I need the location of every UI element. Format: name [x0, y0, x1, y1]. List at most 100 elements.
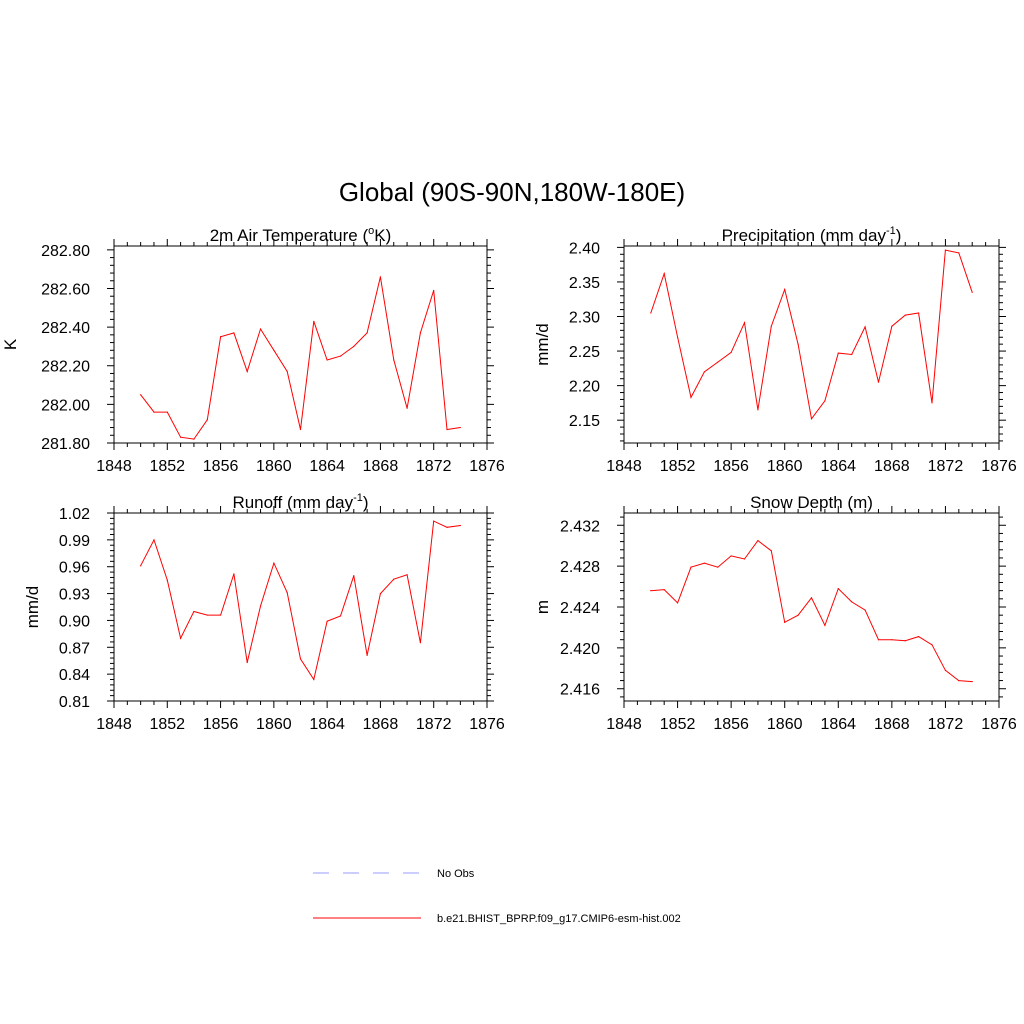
x-tick-label: 1852 — [149, 458, 185, 475]
x-tick-label: 1868 — [363, 458, 399, 475]
chart-panels: 1848 1852 1856 1860 1864 1868 1872 1876 281.80 28… — [1, 225, 1017, 733]
data-point — [864, 609, 866, 611]
data-point — [299, 658, 302, 660]
chart-runoff: 1848 1852 1856 1860 1864 1868 1872 1876 0.81 0.84… — [23, 492, 505, 733]
y-axis-label: K — [1, 338, 20, 350]
data-point — [904, 640, 906, 642]
data-point — [958, 252, 960, 254]
plot-frame — [623, 512, 1000, 702]
data-point — [379, 592, 382, 595]
data-point — [757, 539, 759, 542]
y-tick-label: 0.93 — [59, 587, 90, 604]
y-tick-label: 282.20 — [41, 359, 90, 376]
data-point — [676, 602, 679, 604]
legend-label-model: b.e21.BHIST_BPRP.f09_g17.CMIP6-esm-hist.… — [437, 913, 681, 925]
data-point — [459, 426, 461, 429]
y-tick-label: 0.81 — [59, 694, 90, 711]
data-point — [810, 418, 813, 420]
data-point — [406, 574, 408, 576]
panel-title-superscript: -1 — [353, 492, 363, 504]
data-point — [246, 661, 248, 664]
data-point — [690, 566, 692, 568]
data-point — [379, 276, 382, 278]
y-tick-label: 2.30 — [569, 310, 600, 327]
data-point — [971, 291, 973, 293]
y-tick-label: 1.02 — [59, 506, 90, 523]
x-tick-label: 1852 — [660, 716, 696, 733]
data-point — [810, 597, 813, 599]
panel-title-suffix: K) — [374, 226, 391, 245]
data-point — [393, 359, 395, 361]
data-point — [419, 642, 421, 644]
data-point — [166, 579, 168, 581]
y-tick-label: 2.424 — [560, 600, 600, 617]
y-tick-label: 282.80 — [41, 243, 90, 260]
data-point — [273, 562, 275, 564]
main-title: Global (90S-90N,180W-180E) — [339, 177, 685, 207]
data-point — [166, 411, 168, 413]
data-point — [837, 352, 839, 354]
x-tick-label: 1860 — [767, 716, 803, 733]
data-point — [676, 336, 679, 338]
data-point — [326, 359, 328, 361]
chart-precipitation: 1848 1852 1856 1860 1864 1868 1872 1876 2.15 2.20… — [533, 225, 1017, 475]
data-point — [353, 575, 355, 577]
data-point — [797, 343, 799, 345]
x-tick-label: 1856 — [203, 458, 239, 475]
panel-title-superscript: o — [368, 225, 374, 237]
data-point — [864, 326, 866, 328]
data-point — [339, 355, 342, 357]
data-point — [259, 328, 262, 330]
y-tick-label: 2.15 — [569, 413, 600, 430]
data-point — [851, 353, 853, 356]
data-point — [273, 349, 275, 351]
data-point — [366, 654, 368, 656]
data-point — [891, 325, 893, 327]
chart-snow-depth: 1848 1852 1856 1860 1864 1868 1872 1876 2.416 2.4… — [533, 493, 1017, 733]
x-tick-label: 1868 — [874, 458, 910, 475]
data-point — [326, 620, 328, 622]
x-tick-label: 1856 — [203, 716, 239, 733]
y-tick-label: 0.96 — [59, 560, 90, 577]
panel-title-suffix: ) — [896, 226, 902, 245]
data-point — [366, 332, 368, 334]
data-point — [650, 312, 652, 314]
x-tick-label: 1872 — [928, 716, 964, 733]
x-tick-label: 1848 — [606, 716, 642, 733]
y-tick-label: 2.428 — [560, 559, 600, 576]
data-point — [730, 555, 732, 557]
data-point — [433, 520, 435, 522]
x-tick-label: 1864 — [820, 716, 856, 733]
series-line-precipitation — [650, 249, 973, 421]
data-point — [797, 614, 799, 616]
y-tick-label: 2.25 — [569, 344, 600, 361]
data-point — [918, 312, 920, 314]
data-point — [193, 438, 195, 440]
panel-title: Precipitation (mm day-1) — [722, 225, 902, 245]
data-point — [650, 590, 652, 592]
x-tick-label: 1872 — [416, 458, 452, 475]
data-point — [180, 637, 182, 639]
data-point — [904, 314, 906, 316]
x-tick-label: 1864 — [309, 716, 345, 733]
data-point — [286, 592, 288, 594]
y-tick-label: 281.80 — [41, 436, 90, 453]
panel-title-text: Runoff (mm day — [232, 493, 353, 512]
x-tick-label: 1876 — [469, 716, 505, 733]
data-point — [877, 381, 880, 383]
data-point — [703, 562, 705, 564]
data-point — [206, 614, 208, 616]
x-tick-label: 1860 — [767, 458, 803, 475]
data-point — [703, 371, 705, 373]
data-point — [743, 558, 746, 560]
panel-title-suffix: ) — [363, 493, 369, 512]
x-tick-label: 1876 — [469, 458, 505, 475]
x-tick-label: 1860 — [256, 716, 292, 733]
x-tick-label: 1848 — [96, 716, 132, 733]
series-line-air-temperature — [140, 276, 461, 440]
x-tick-label: 1872 — [928, 458, 964, 475]
y-tick-label: 2.432 — [560, 518, 600, 535]
data-point — [931, 644, 933, 646]
y-axis-label: m — [533, 600, 552, 614]
